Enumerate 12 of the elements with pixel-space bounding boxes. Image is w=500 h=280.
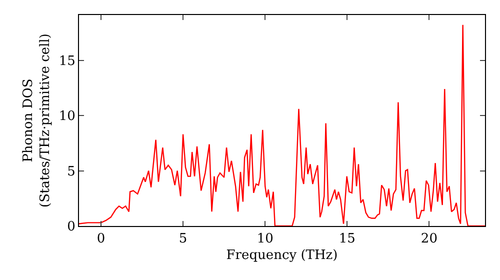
x-tick-label: 10 [256, 232, 274, 247]
x-tick-label: 15 [338, 232, 356, 247]
y-tick-label: 0 [67, 220, 76, 235]
y-axis-title: Phonon DOS (States/THz·primitive cell) [20, 33, 53, 208]
x-tick-label: 20 [420, 232, 438, 247]
y-tick-label: 10 [58, 109, 76, 124]
x-axis-title: Frequency (THz) [226, 248, 338, 264]
x-tick-label: 0 [96, 232, 106, 247]
y-tick-label: 5 [67, 164, 76, 180]
y-tick-label: 15 [58, 54, 76, 69]
x-tick-label: 5 [178, 232, 188, 247]
line-series [79, 24, 485, 226]
